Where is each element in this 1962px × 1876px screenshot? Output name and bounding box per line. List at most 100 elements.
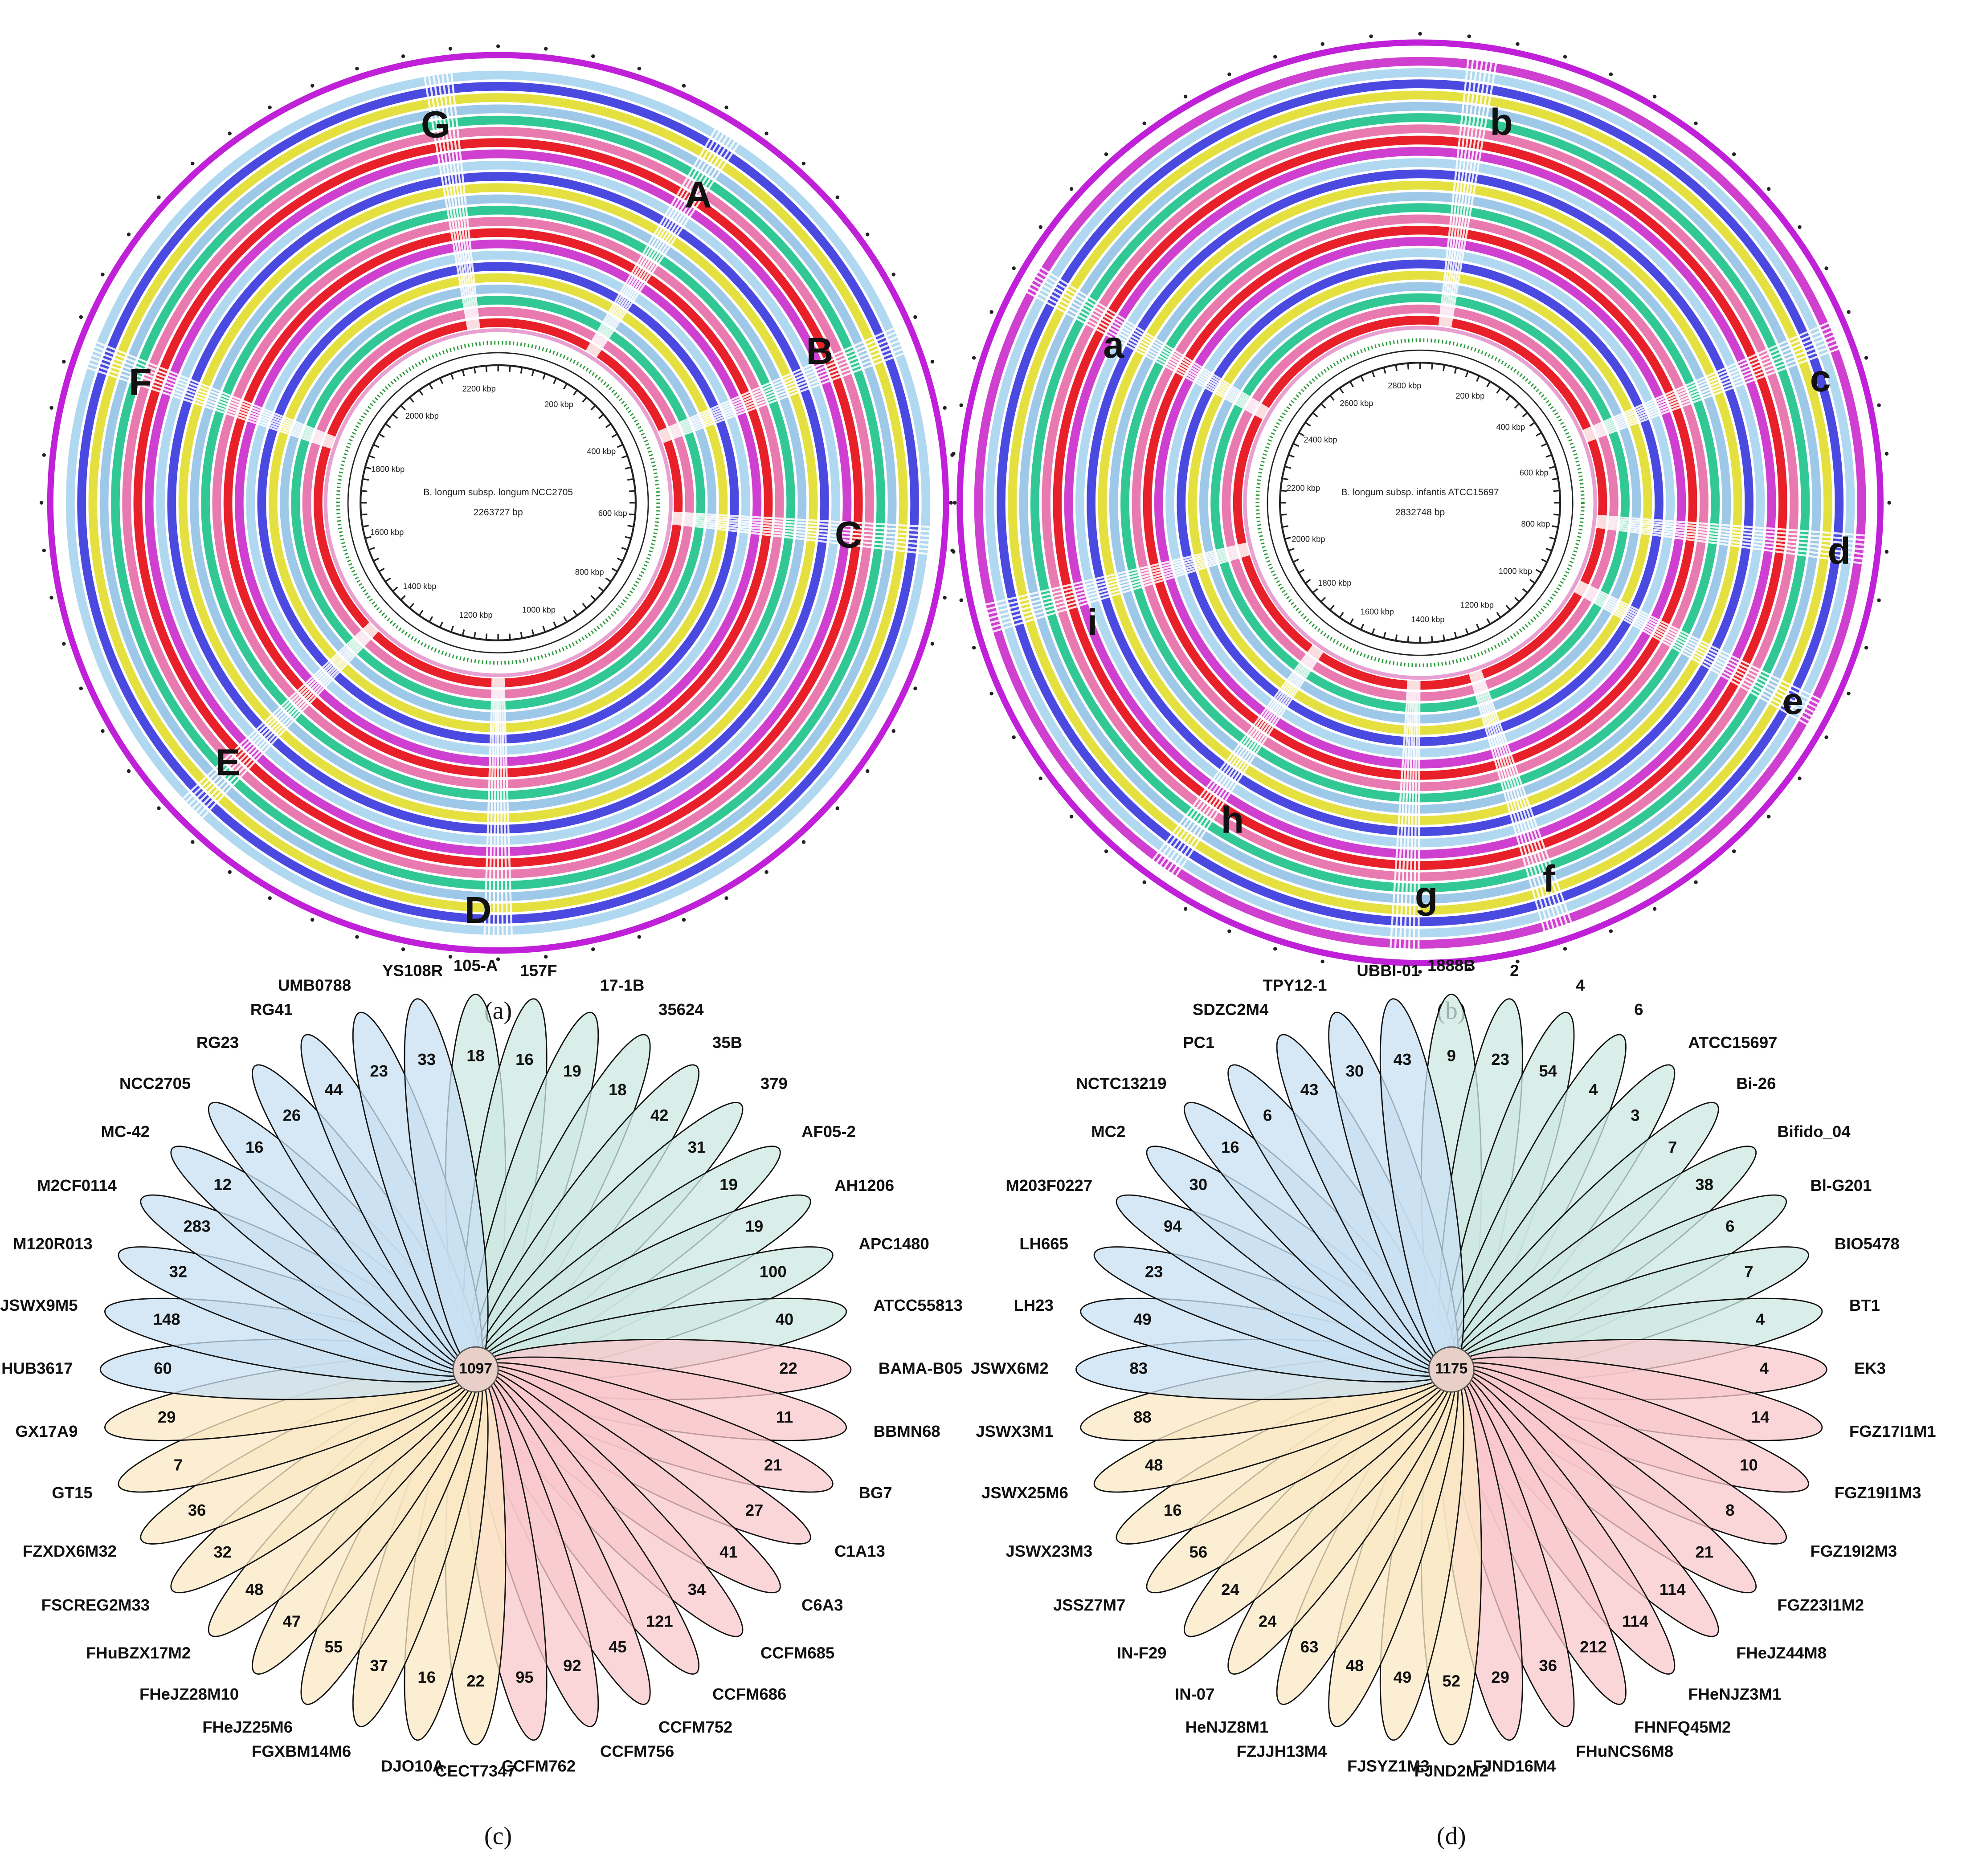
unique-count: 48: [1346, 1656, 1364, 1675]
outer-tick: [764, 870, 768, 874]
outer-tick: [544, 47, 548, 51]
scale-tick: [373, 557, 380, 562]
scale-tick: [520, 632, 523, 639]
scale-label: 1200 kbp: [459, 610, 493, 620]
strain-label: BIO5478: [1835, 1235, 1900, 1253]
outer-tick: [952, 452, 956, 456]
gap-line: [1593, 525, 1872, 566]
unique-count: 95: [515, 1668, 534, 1686]
strain-label: Bl-G201: [1810, 1176, 1872, 1195]
unique-count: 23: [1491, 1050, 1509, 1069]
gap-line: [1478, 667, 1575, 932]
region-label: D: [465, 889, 492, 931]
scale-label: 1600 kbp: [1361, 607, 1394, 616]
gap-line: [1154, 644, 1319, 874]
core-count: 1097: [459, 1361, 492, 1377]
outer-tick: [952, 550, 956, 554]
gap-line: [589, 126, 734, 357]
outer-tick: [1273, 947, 1277, 951]
gap-line: [1150, 643, 1318, 871]
scale-label: 200 kbp: [1455, 391, 1484, 400]
outer-tick: [39, 501, 44, 505]
gap-line: [670, 515, 940, 538]
outer-tick: [959, 598, 963, 602]
outer-tick: [1369, 34, 1373, 38]
gap-line: [670, 520, 939, 552]
gap-line: [1594, 523, 1872, 561]
strain-label: JSWX23M3: [1006, 1542, 1092, 1560]
gap-line: [1577, 579, 1829, 705]
outer-tick: [311, 918, 315, 922]
gap-line: [1594, 516, 1874, 542]
gap-line: [1023, 278, 1268, 418]
scale-tick: [1465, 628, 1469, 635]
scale-label: 400 kbp: [1496, 422, 1525, 432]
strain-label: CECT7347: [435, 1762, 516, 1780]
strain-label: 6: [1634, 1000, 1643, 1019]
scale-tick: [1339, 387, 1344, 394]
gap-line: [499, 675, 504, 946]
unique-count: 40: [776, 1310, 794, 1329]
scale-label: 2200 kbp: [462, 384, 496, 393]
outer-tick: [1467, 34, 1471, 38]
outer-tick: [866, 769, 870, 773]
gap-line: [1398, 677, 1414, 958]
scale-tick: [563, 616, 568, 623]
gap-line: [1580, 318, 1837, 433]
outer-tick: [682, 84, 686, 88]
strain-label: 105-A: [454, 956, 498, 975]
scale-tick: [429, 383, 433, 390]
gap-line: [1581, 322, 1839, 435]
genome-ring: [1053, 135, 1787, 870]
unique-count: 24: [1259, 1612, 1277, 1630]
gap-line: [984, 552, 1253, 636]
outer-tick: [1038, 225, 1042, 229]
outer-tick: [1609, 929, 1613, 933]
core-circle: [452, 1346, 499, 1393]
gap-line: [1447, 53, 1494, 330]
strain-label: FGZ17I1M1: [1849, 1422, 1936, 1440]
outer-tick: [1563, 55, 1567, 59]
outer-tick: [1227, 72, 1231, 77]
strain-label: CCFM752: [658, 1718, 732, 1736]
unique-count: 19: [745, 1217, 764, 1236]
strain-label: C6A3: [801, 1596, 843, 1614]
strain-label: FHeJZ25M6: [202, 1718, 293, 1736]
gc-content: [1267, 349, 1574, 656]
strain-label: Bi-26: [1736, 1074, 1776, 1093]
scale-tick: [1395, 634, 1398, 641]
gap-line: [80, 355, 336, 447]
gap-line: [1443, 52, 1485, 330]
gap-line: [1594, 520, 1873, 551]
scale-tick: [1476, 375, 1480, 382]
unique-count: 4: [1589, 1081, 1598, 1099]
strain-label: FHuBZX17M2: [86, 1644, 191, 1662]
outer-tick: [930, 642, 935, 646]
scale-label: 1400 kbp: [403, 582, 436, 591]
gap-line: [670, 513, 940, 533]
gap-line: [181, 623, 376, 813]
strain-label: FHeNJZ3M1: [1688, 1685, 1781, 1703]
outer-tick: [1652, 907, 1657, 911]
unique-count: 19: [563, 1062, 581, 1080]
scale-label: 1400 kbp: [1411, 615, 1444, 624]
scale-tick: [368, 547, 375, 551]
unique-count: 148: [153, 1310, 180, 1329]
unique-count: 18: [466, 1046, 485, 1064]
outer-tick: [959, 403, 963, 408]
region-label: h: [1221, 799, 1244, 841]
scale-tick: [1280, 489, 1287, 492]
gap-line: [184, 624, 377, 817]
strain-label: Bifido_04: [1777, 1122, 1851, 1141]
unique-count: 16: [1221, 1138, 1239, 1156]
outer-ring: [956, 39, 1884, 967]
gap-line: [976, 542, 1250, 608]
strain-label: PC1: [1183, 1033, 1214, 1052]
unique-count: 36: [188, 1501, 206, 1519]
unique-count: 92: [563, 1656, 581, 1675]
outer-tick: [355, 66, 359, 71]
gap-line: [1389, 677, 1410, 957]
unique-count: 26: [283, 1106, 301, 1124]
gap-line: [1476, 668, 1571, 933]
outer-tick: [1884, 452, 1889, 456]
